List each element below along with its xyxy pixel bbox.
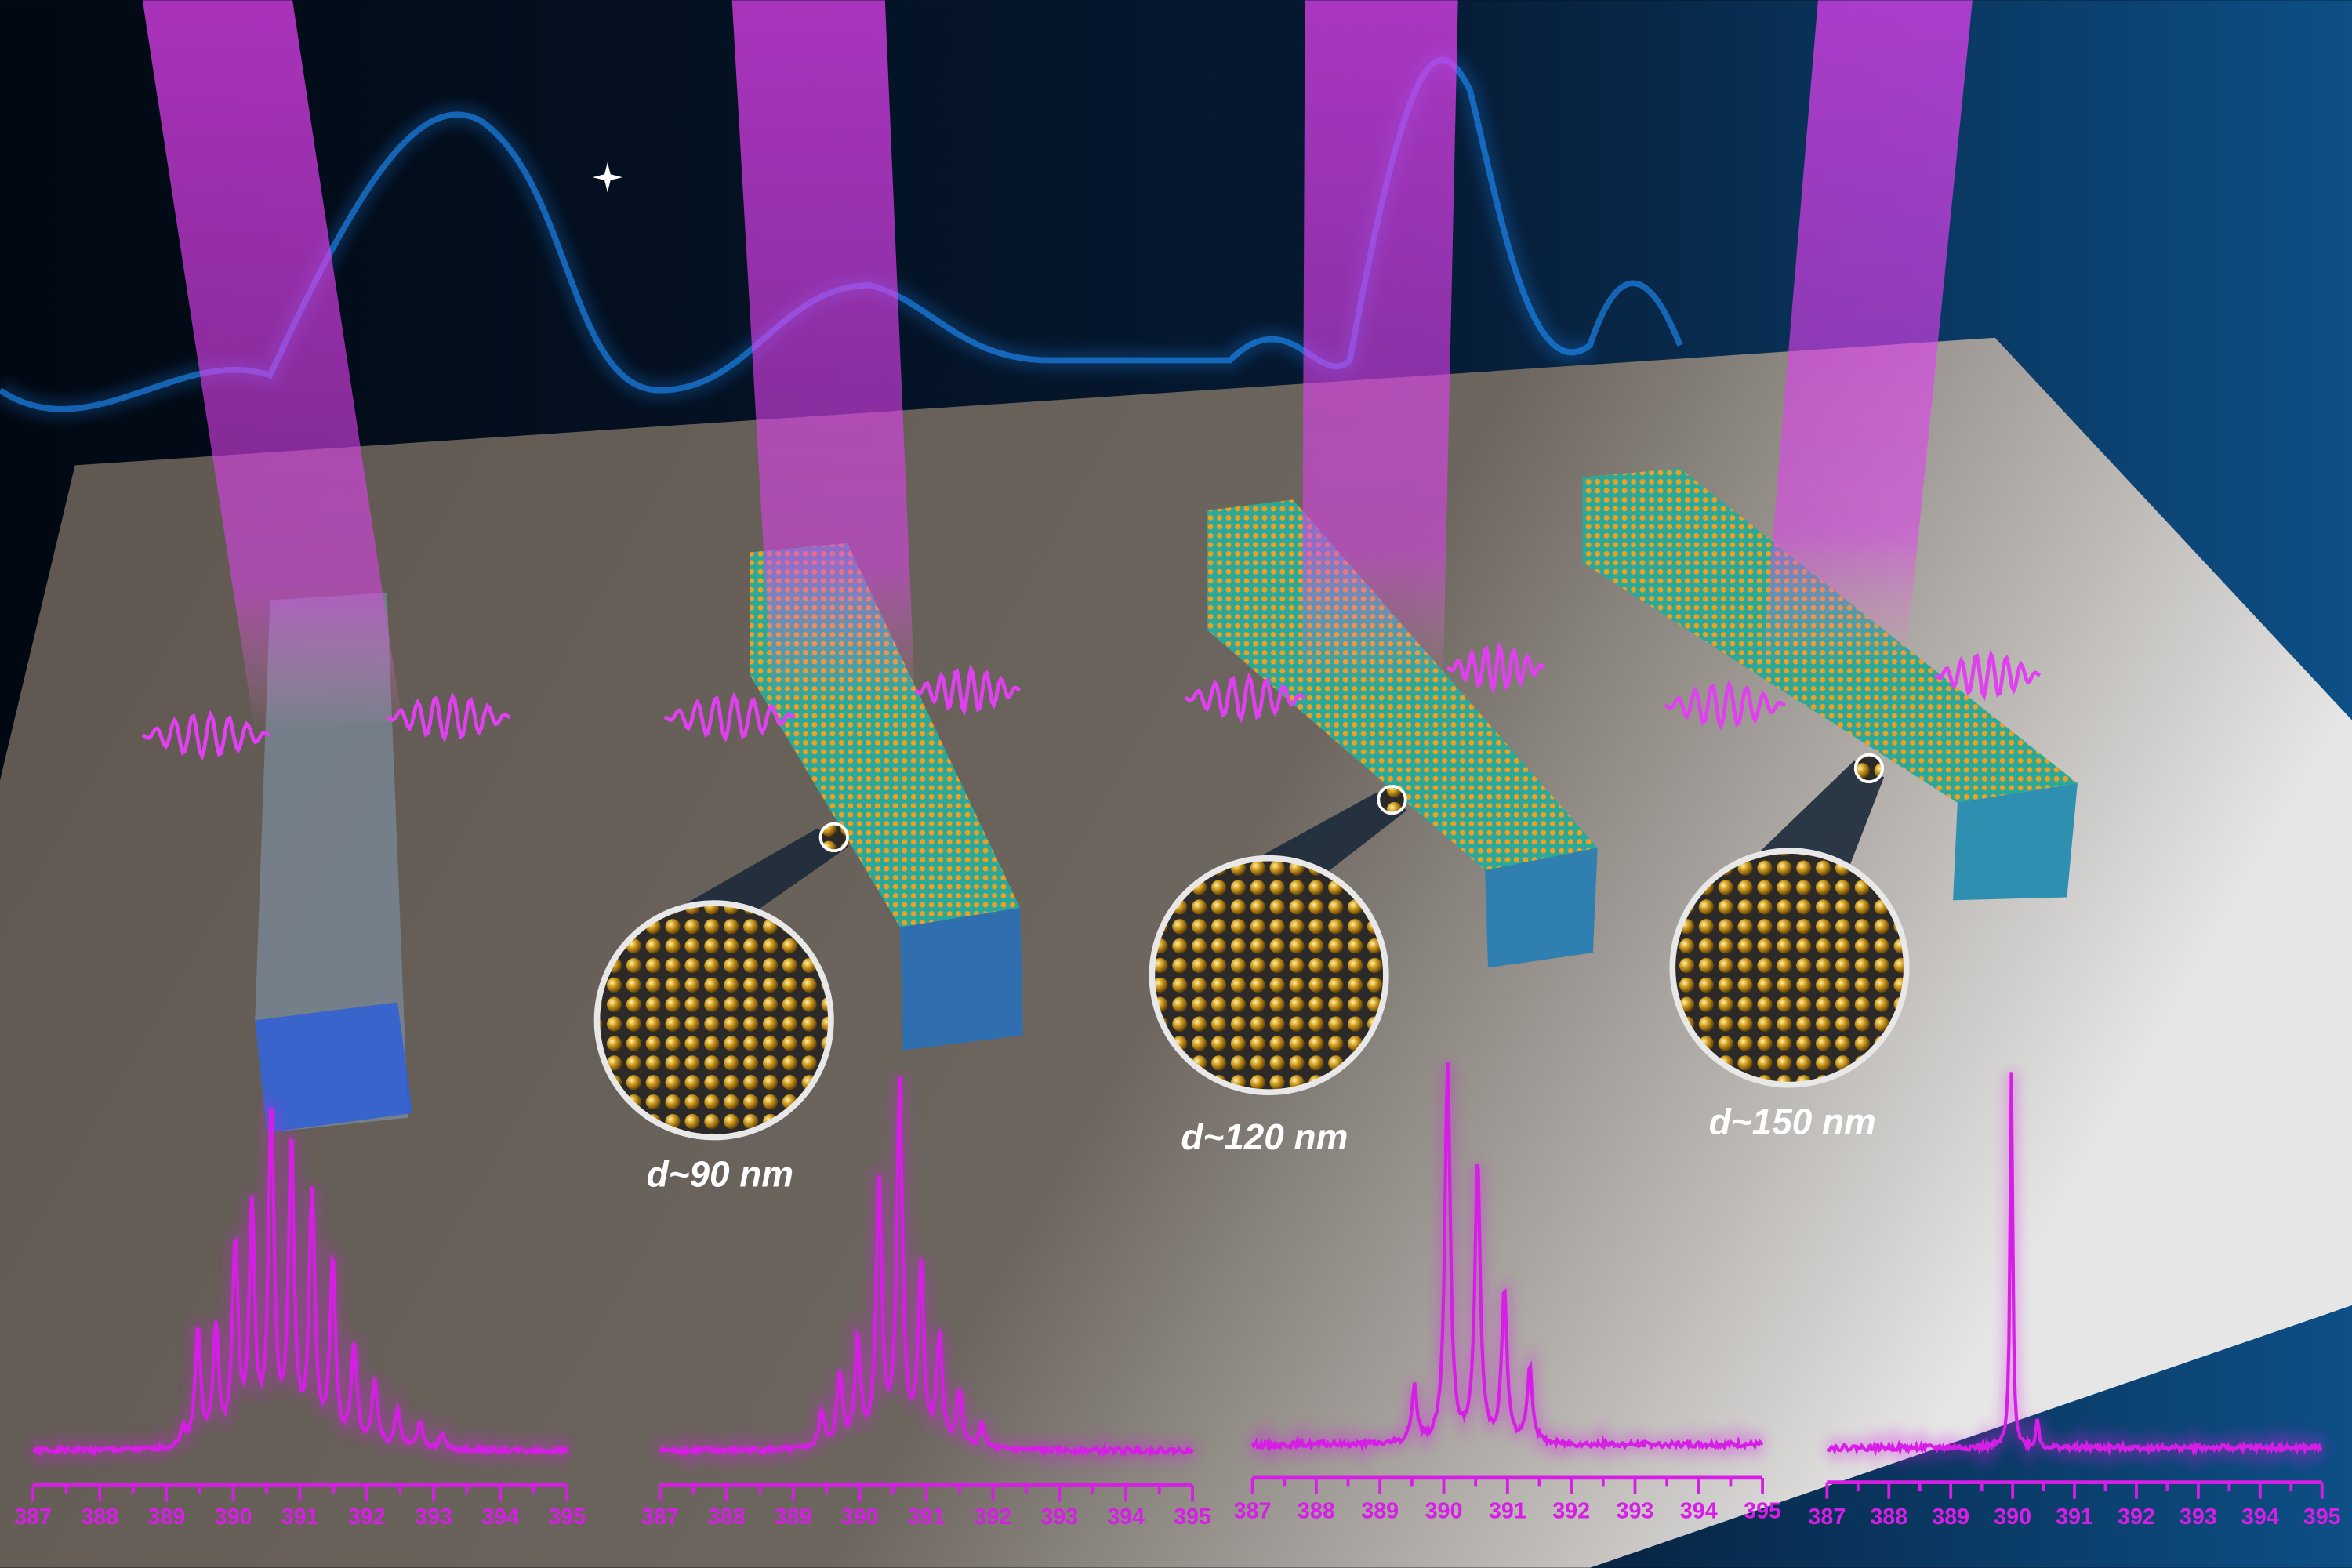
x-tick-label: 388 — [1870, 1504, 1907, 1530]
x-tick-label: 387 — [641, 1504, 679, 1530]
x-tick-label: 390 — [841, 1504, 879, 1530]
pump-beam-4 — [1762, 0, 1973, 668]
x-tick-label: 390 — [215, 1504, 252, 1530]
x-tick-label: 393 — [415, 1504, 452, 1530]
x-tick-label: 395 — [548, 1504, 586, 1530]
spectrum-1: 387 388 389 390 391 392 393 394 395 — [14, 1096, 586, 1530]
emission-wave — [386, 691, 511, 743]
emission-waves — [141, 641, 2041, 761]
lattice-inset-150nm — [1669, 753, 1910, 1088]
pump-beam-2 — [731, 0, 916, 706]
spectrum-2: 387 388 389 390 391 392 393 394 395 — [641, 1076, 1211, 1530]
x-tick-label: 387 — [1234, 1499, 1272, 1524]
x-tick-label: 391 — [281, 1504, 319, 1530]
x-tick-label: 394 — [2241, 1504, 2279, 1530]
spectrum-line — [31, 1105, 569, 1457]
x-tick-label: 392 — [2118, 1504, 2155, 1530]
emission-wave — [1446, 641, 1546, 695]
x-tick-label: 389 — [1361, 1499, 1399, 1524]
x-tick-label: 392 — [1552, 1499, 1590, 1524]
x-tick-label: 389 — [775, 1504, 812, 1530]
x-tick-label: 394 — [1680, 1499, 1718, 1524]
sparkle-icon — [592, 162, 623, 193]
x-tick-label: 392 — [348, 1504, 386, 1530]
x-tick-label: 395 — [1174, 1504, 1211, 1530]
x-tick-label: 391 — [1489, 1499, 1526, 1524]
x-tick-label: 395 — [1744, 1499, 1781, 1524]
x-tick-label: 390 — [1425, 1499, 1463, 1524]
lattice-inset-90nm — [593, 822, 849, 1141]
spectra: 387 388 389 390 391 392 393 394 395 387 388 389 390 3… — [14, 1062, 2341, 1530]
x-tick-label: 389 — [1932, 1504, 1969, 1530]
spectrum-line — [1250, 1062, 1764, 1453]
x-tick-label: 390 — [1994, 1504, 2031, 1530]
emission-wave — [1934, 648, 2041, 702]
diameter-label-150nm: d~150 nm — [1709, 1102, 1876, 1142]
x-tick-label: 393 — [2180, 1504, 2217, 1530]
x-tick-label: 388 — [1298, 1499, 1335, 1524]
spectrum-line — [1827, 1072, 2323, 1457]
spectrum-3: 387 388 389 390 391 392 393 394 395 — [1234, 1062, 1781, 1524]
x-tick-label: 392 — [974, 1504, 1011, 1530]
spectrum-4: 387 388 389 390 391 392 393 394 395 — [1808, 1072, 2341, 1530]
x-tick-label: 393 — [1617, 1499, 1654, 1524]
x-tick-label: 388 — [81, 1504, 118, 1530]
lattice-inset-120nm — [1149, 784, 1407, 1096]
pump-beam-3 — [1301, 0, 1458, 688]
x-tick-label: 394 — [1107, 1504, 1145, 1530]
emission-wave — [914, 663, 1021, 717]
x-tick-label: 387 — [14, 1504, 52, 1530]
x-tick-label: 391 — [2056, 1504, 2093, 1530]
x-tick-label: 388 — [708, 1504, 746, 1530]
emission-wave — [141, 710, 271, 761]
diameter-label-90nm: d~90 nm — [647, 1154, 794, 1195]
diameter-label-120nm: d~120 nm — [1181, 1116, 1348, 1157]
emission-wave — [663, 691, 796, 743]
emission-wave — [1184, 672, 1306, 724]
spectrum-line — [659, 1076, 1194, 1458]
x-tick-label: 393 — [1040, 1504, 1078, 1530]
x-tick-label: 395 — [2303, 1504, 2341, 1530]
x-tick-label: 391 — [908, 1504, 946, 1530]
pump-beam-1 — [142, 0, 402, 732]
x-tick-label: 394 — [481, 1504, 519, 1530]
x-tick-label: 389 — [147, 1504, 185, 1530]
x-tick-label: 387 — [1808, 1504, 1846, 1530]
emission-wave — [1664, 679, 1786, 731]
